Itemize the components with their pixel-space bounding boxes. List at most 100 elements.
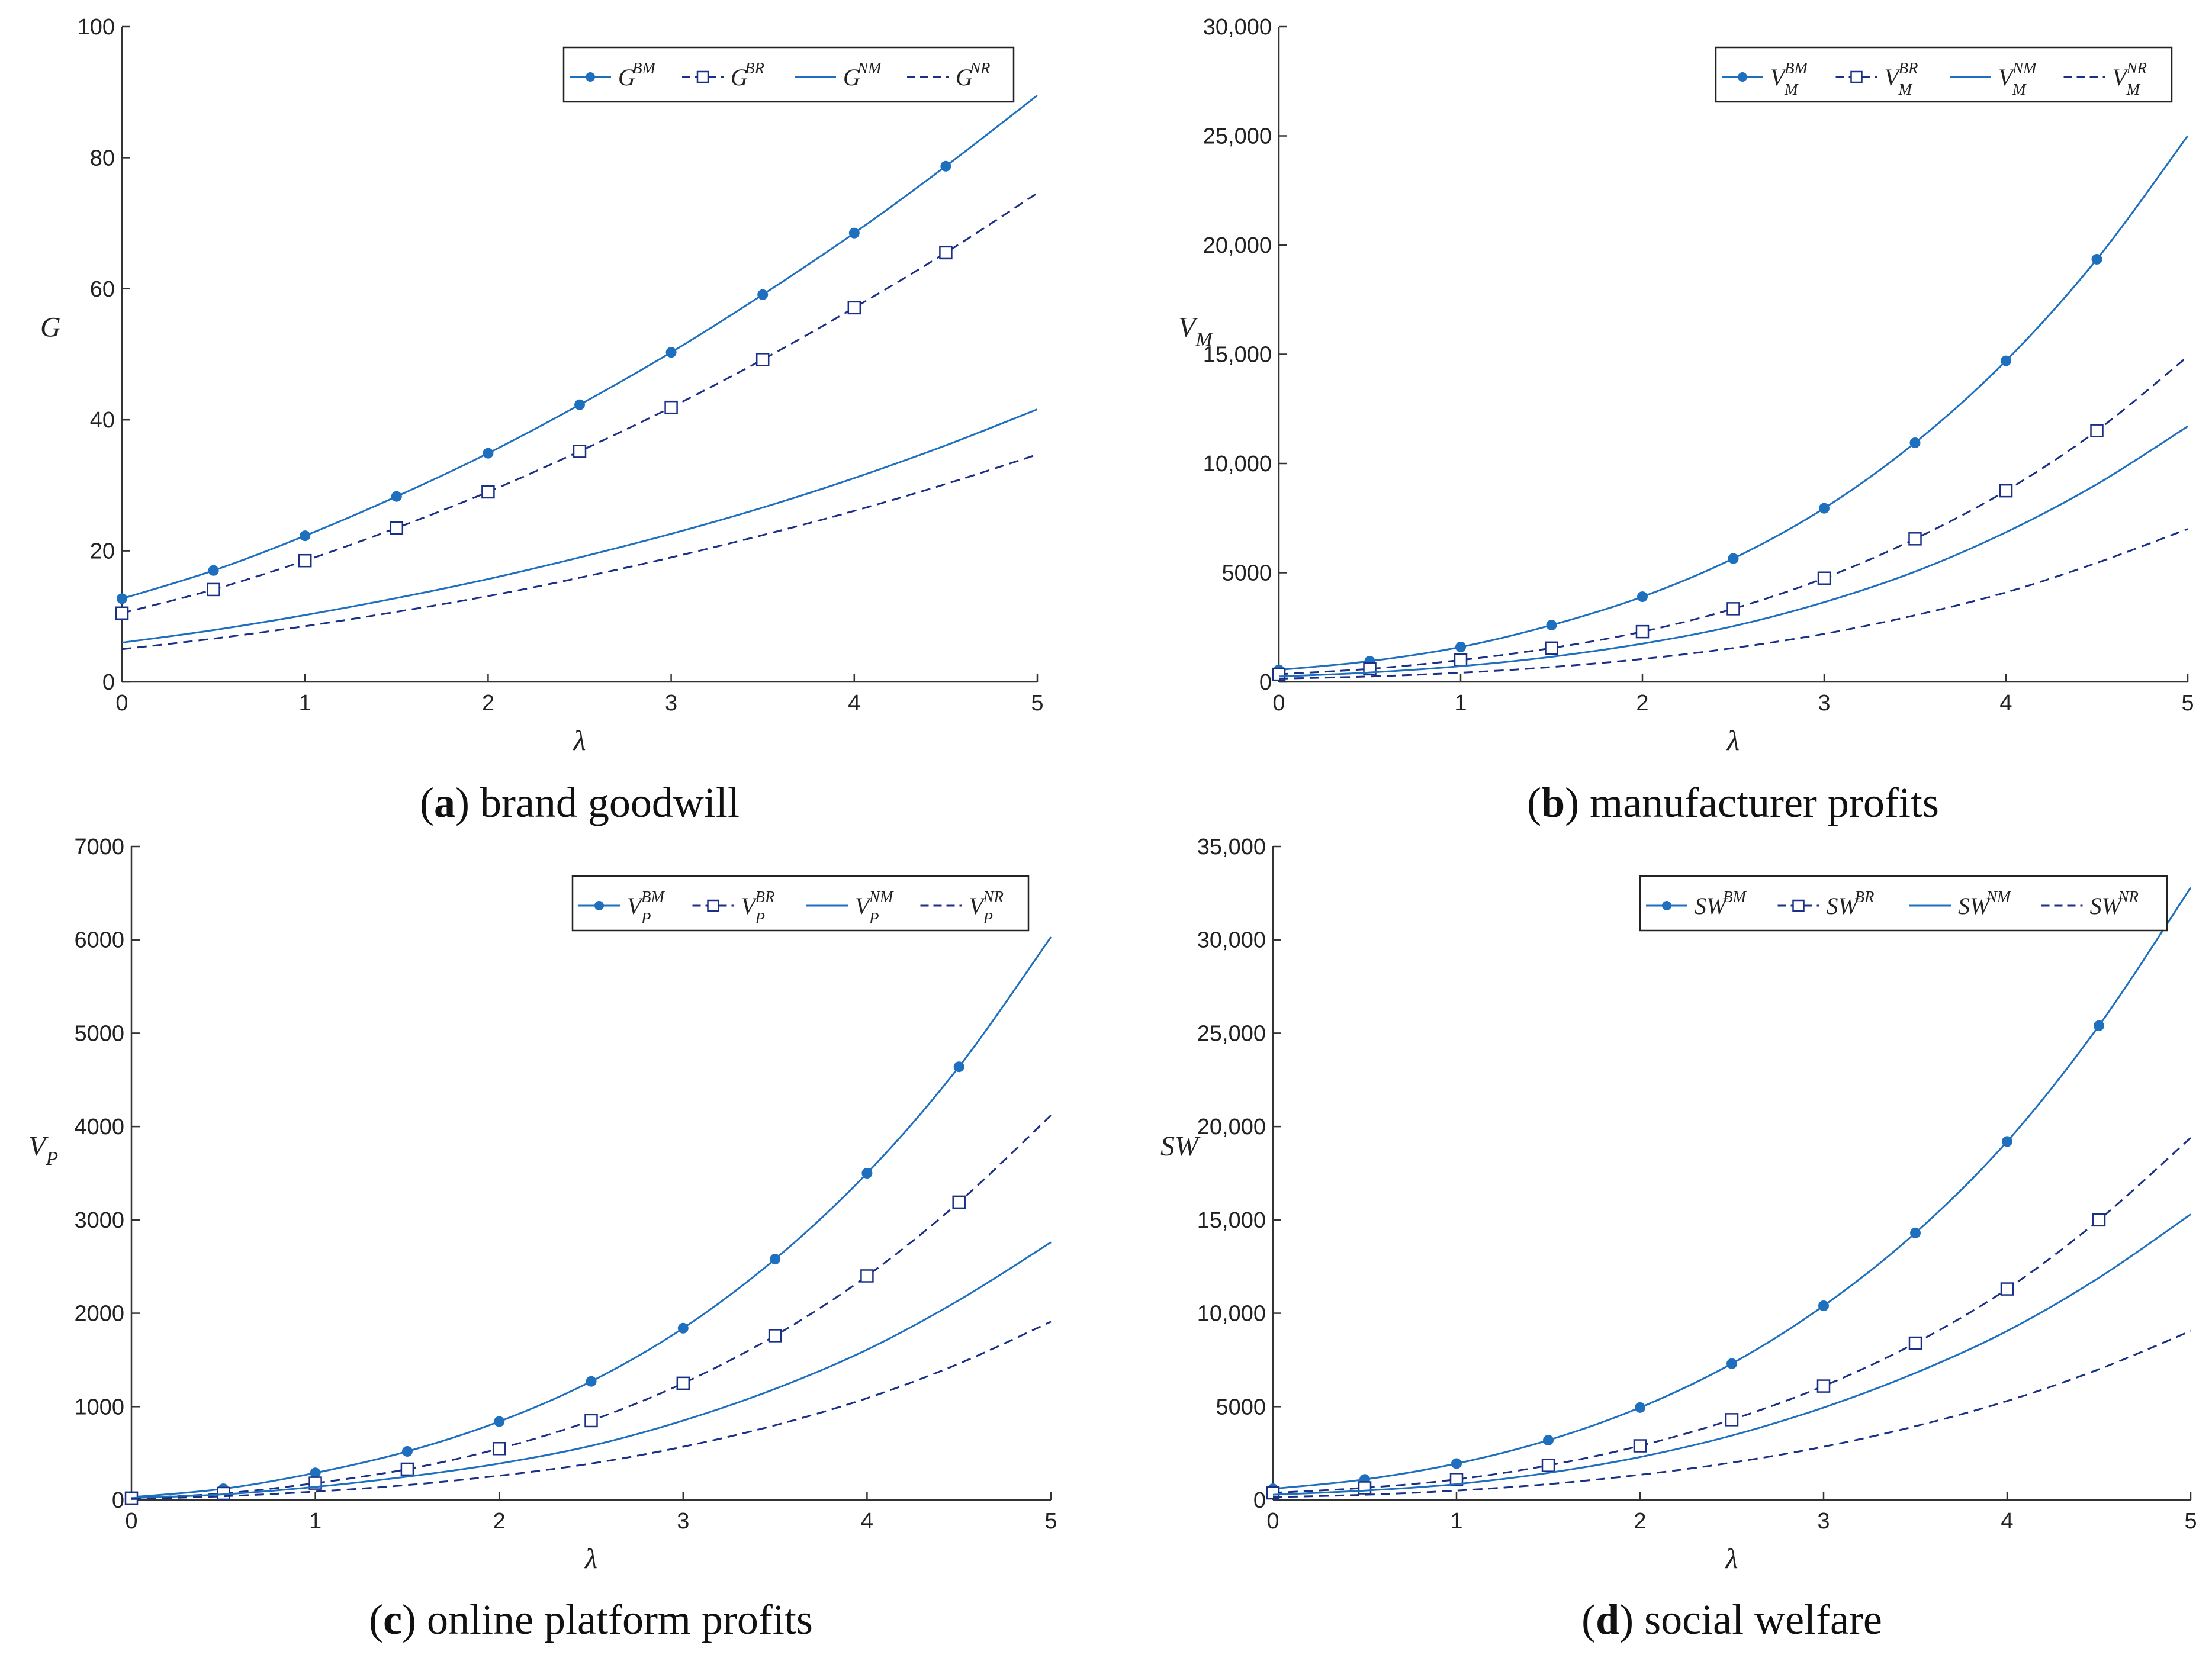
- data-point-G^BM: [208, 565, 219, 576]
- legend-box: [1715, 46, 2173, 103]
- legend: GBM GBR GNM GNR: [562, 46, 1015, 103]
- data-point-V_P^BR: [584, 1414, 598, 1428]
- legend-label-sup: BM: [641, 888, 665, 906]
- caption-text: brand goodwill: [480, 779, 740, 826]
- legend-label-sub: P: [755, 909, 766, 927]
- y-tick-label: 4000: [74, 1115, 124, 1139]
- caption-open: (: [420, 779, 434, 826]
- series-line-V_M^NR: [1278, 528, 2188, 680]
- data-point-SW^BR: [1816, 1379, 1831, 1393]
- x-tick-label: 5: [1031, 691, 1043, 716]
- data-point-V_M^BM: [1455, 641, 1466, 652]
- data-point-V_P^BM: [953, 1061, 964, 1073]
- legend-label-SW^BM: SW: [1695, 893, 1728, 919]
- data-point-V_M^BM: [1728, 553, 1739, 564]
- data-point-G^BR: [207, 582, 220, 597]
- legend-marker: [586, 72, 595, 82]
- x-tick-label: 2: [493, 1509, 506, 1534]
- x-tick-label: 1: [299, 691, 311, 716]
- legend-marker: [1662, 901, 1671, 910]
- legend-label-V_P^NR: V: [969, 893, 986, 919]
- legend: V BMM V BRM V NMM V NRM: [1715, 46, 2173, 103]
- data-point-SW^BR: [1908, 1336, 1922, 1350]
- legend-label-V_P^BR: V: [741, 893, 758, 919]
- data-point-V_M^BM: [1909, 437, 1921, 448]
- data-point-G^BR: [298, 553, 312, 568]
- x-axis-label: λ: [573, 725, 586, 756]
- data-point-V_M^BR: [1817, 571, 1831, 585]
- data-point-V_P^BM: [586, 1376, 597, 1387]
- caption-close: ): [402, 1596, 427, 1643]
- data-point-G^BM: [483, 448, 494, 459]
- data-point-V_M^BM: [1546, 620, 1557, 631]
- y-tick-label: 10,000: [1203, 452, 1272, 477]
- series-line-SW^NM: [1272, 1213, 2191, 1496]
- legend-label-base: SW: [1958, 893, 1992, 919]
- data-point-V_P^BR: [952, 1195, 966, 1209]
- x-tick-label: 1: [1454, 691, 1467, 716]
- y-tick-label: 30,000: [1203, 15, 1272, 40]
- chart-panel-b: 0 5000 10,000 15,000 20,000 25,000 30,000 0 1 2 3 4…: [1178, 15, 2194, 826]
- legend-label-base: V: [855, 893, 872, 919]
- legend-label-sup: NR: [2118, 888, 2139, 906]
- data-point-G^BR: [481, 485, 495, 499]
- y-tick-label: 0: [102, 670, 115, 695]
- legend-label-sup: BR: [1899, 59, 1918, 77]
- legend-label-sup: BR: [745, 59, 764, 77]
- data-point-V_M^BM: [2001, 355, 2011, 366]
- legend-label-base: G: [731, 64, 748, 91]
- legend-label-sub: P: [869, 909, 879, 927]
- legend-label-base: G: [618, 64, 635, 91]
- y-tick-label: 80: [90, 146, 115, 170]
- legend-label-sup: BM: [632, 59, 656, 77]
- legend-label-base: V: [741, 893, 758, 919]
- caption-open: (: [369, 1596, 383, 1643]
- data-point-SW^BM: [1451, 1458, 1462, 1469]
- data-point-V_P^BR: [492, 1442, 506, 1456]
- x-tick-label: 3: [677, 1509, 689, 1534]
- caption-text: online platform profits: [427, 1596, 813, 1643]
- data-point-SW^BR: [1358, 1481, 1372, 1495]
- data-point-V_M^BR: [1545, 641, 1558, 655]
- x-tick-label: 1: [1450, 1509, 1462, 1534]
- y-tick-label: 20: [90, 539, 115, 564]
- x-tick-label: 0: [125, 1509, 137, 1534]
- y-axis-label-base: SW: [1160, 1131, 1201, 1162]
- data-point-G^BM: [665, 347, 677, 358]
- data-point-SW^BR: [1541, 1459, 1555, 1472]
- data-point-G^BM: [574, 399, 585, 410]
- legend-label-base: V: [1885, 64, 1902, 91]
- legend-label-sub: M: [2126, 81, 2141, 98]
- legend-label-sup: NM: [1986, 888, 2011, 906]
- data-point-V_M^BR: [1726, 602, 1740, 616]
- x-tick-label: 2: [1636, 691, 1648, 716]
- legend-label-base: G: [956, 64, 973, 91]
- y-axis-label-base: G: [40, 312, 61, 343]
- legend-label-sup: NR: [969, 59, 991, 77]
- data-point-SW^BM: [1818, 1300, 1829, 1311]
- data-point-V_P^BM: [401, 1445, 413, 1457]
- y-axis-label-sub: M: [1195, 329, 1213, 351]
- y-axis-label: SW: [1160, 1131, 1201, 1162]
- legend-label-base: G: [843, 64, 860, 91]
- data-point-V_P^BR: [676, 1376, 690, 1390]
- data-point-V_M^BR: [1635, 624, 1650, 639]
- caption-text: social welfare: [1644, 1596, 1882, 1643]
- data-point-SW^BR: [2000, 1282, 2014, 1296]
- legend-marker: [1792, 899, 1805, 912]
- series-line-V_P^BR: [131, 1115, 1052, 1499]
- data-point-SW^BM: [1910, 1227, 1921, 1238]
- legend-label-base: V: [1998, 64, 2015, 91]
- data-point-V_P^BM: [861, 1168, 873, 1179]
- caption-letter: d: [1596, 1596, 1619, 1643]
- caption-text: manufacturer profits: [1590, 779, 1939, 826]
- data-point-G^BM: [848, 227, 860, 239]
- series-line-V_P^NR: [131, 1321, 1052, 1500]
- x-tick-label: 5: [1044, 1509, 1057, 1534]
- y-tick-label: 100: [78, 15, 115, 40]
- data-point-G^BM: [391, 491, 402, 502]
- x-tick-label: 3: [1817, 1509, 1830, 1534]
- data-point-V_P^BM: [677, 1322, 689, 1334]
